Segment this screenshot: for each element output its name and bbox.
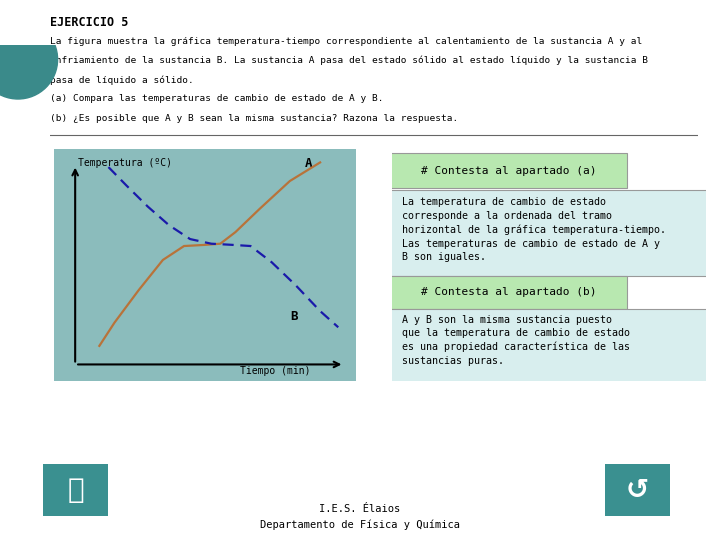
Text: Departamento de Física y Química: Departamento de Física y Química: [260, 520, 460, 530]
Text: # Contesta al apartado (a): # Contesta al apartado (a): [420, 166, 596, 176]
Text: enfriamiento de la sustancia B. La sustancia A pasa del estado sólido al estado : enfriamiento de la sustancia B. La susta…: [50, 56, 649, 65]
FancyBboxPatch shape: [390, 190, 708, 276]
Text: (b) ¿Es posible que A y B sean la misma sustancia? Razona la respuesta.: (b) ¿Es posible que A y B sean la misma …: [50, 114, 459, 123]
Text: EJERCICIO 5: EJERCICIO 5: [50, 16, 129, 29]
Text: A y B son la misma sustancia puesto
que la temperatura de cambio de estado
es un: A y B son la misma sustancia puesto que …: [402, 314, 630, 366]
Text: Tiempo (min): Tiempo (min): [240, 366, 310, 376]
Text: (a) Compara las temperaturas de cambio de estado de A y B.: (a) Compara las temperaturas de cambio d…: [50, 94, 384, 104]
Circle shape: [0, 20, 58, 99]
Text: # Contesta al apartado (b): # Contesta al apartado (b): [420, 287, 596, 298]
FancyBboxPatch shape: [390, 309, 708, 383]
Text: B: B: [290, 310, 297, 323]
Text: La temperatura de cambio de estado
corresponde a la ordenada del tramo
horizonta: La temperatura de cambio de estado corre…: [402, 197, 666, 262]
Text: La figura muestra la gráfica temperatura-tiempo correspondiente al calentamiento: La figura muestra la gráfica temperatura…: [50, 37, 643, 45]
Text: ↺: ↺: [626, 476, 649, 504]
Text: pasa de líquido a sólido.: pasa de líquido a sólido.: [50, 75, 194, 85]
Text: I.E.S. Élaios: I.E.S. Élaios: [320, 504, 400, 514]
FancyBboxPatch shape: [390, 276, 627, 309]
Text: Temperatura (ºC): Temperatura (ºC): [78, 158, 172, 168]
Text: ⓘ: ⓘ: [67, 476, 84, 504]
FancyBboxPatch shape: [390, 153, 627, 188]
Text: A: A: [305, 157, 312, 170]
